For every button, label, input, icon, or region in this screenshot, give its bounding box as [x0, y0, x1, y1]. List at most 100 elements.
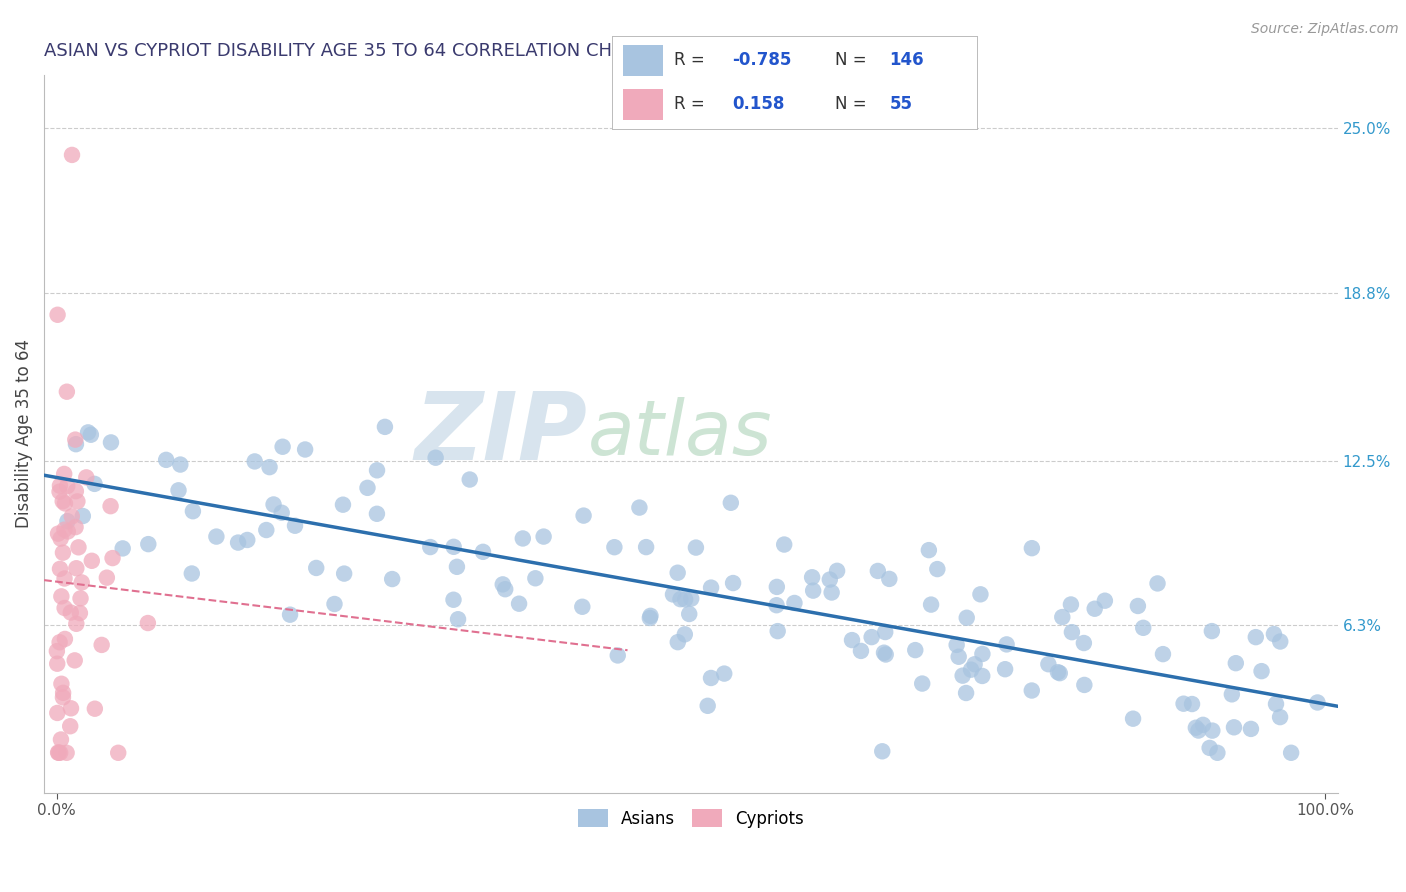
- Bar: [623, 89, 662, 120]
- Point: [65, 484, 87, 499]
- Point: [167, 483, 190, 498]
- Point: [254, 523, 277, 537]
- Point: [443, 540, 465, 554]
- Point: [259, 460, 281, 475]
- Point: [713, 666, 735, 681]
- Point: [955, 686, 977, 700]
- Point: [69, 606, 91, 620]
- Point: [1021, 683, 1043, 698]
- Point: [181, 504, 204, 518]
- Point: [945, 638, 967, 652]
- Point: [55, 746, 77, 760]
- Text: atlas: atlas: [588, 397, 772, 471]
- Point: [1152, 647, 1174, 661]
- Point: [60, 701, 83, 715]
- Point: [46, 746, 69, 760]
- Point: [425, 450, 447, 465]
- Point: [571, 599, 593, 614]
- Point: [879, 572, 901, 586]
- Point: [67, 541, 90, 555]
- Point: [1240, 722, 1263, 736]
- Point: [849, 644, 872, 658]
- Point: [866, 564, 889, 578]
- Point: [972, 647, 994, 661]
- Point: [766, 624, 789, 639]
- Point: [48, 635, 70, 649]
- Point: [49, 479, 72, 493]
- Point: [1173, 697, 1195, 711]
- Point: [685, 541, 707, 555]
- Point: [107, 746, 129, 760]
- Point: [1206, 746, 1229, 760]
- Point: [1181, 697, 1204, 711]
- Point: [48, 746, 70, 760]
- Text: N =: N =: [835, 51, 866, 69]
- Point: [700, 581, 723, 595]
- Point: [875, 625, 897, 640]
- Point: [226, 535, 249, 549]
- Text: R =: R =: [673, 51, 704, 69]
- Point: [56, 479, 79, 493]
- Point: [65, 561, 87, 575]
- Point: [53, 572, 76, 586]
- Point: [447, 612, 470, 626]
- Point: [53, 523, 76, 537]
- Point: [1198, 740, 1220, 755]
- Point: [669, 592, 692, 607]
- Point: [512, 532, 534, 546]
- Point: [155, 453, 177, 467]
- Point: [1268, 710, 1291, 724]
- Point: [825, 564, 848, 578]
- Point: [51, 677, 73, 691]
- Point: [169, 458, 191, 472]
- Point: [1021, 541, 1043, 556]
- Point: [52, 690, 75, 705]
- Point: [920, 598, 942, 612]
- Point: [374, 420, 396, 434]
- Point: [49, 532, 72, 546]
- Point: [60, 148, 83, 162]
- Point: [1185, 721, 1208, 735]
- Point: [773, 537, 796, 551]
- Point: [666, 635, 689, 649]
- Point: [205, 530, 228, 544]
- Point: [1265, 697, 1288, 711]
- Point: [801, 583, 824, 598]
- Point: [875, 648, 897, 662]
- Point: [492, 577, 515, 591]
- Point: [640, 608, 662, 623]
- Point: [305, 561, 328, 575]
- Point: [1263, 627, 1285, 641]
- Point: [136, 615, 159, 630]
- Point: [841, 633, 863, 648]
- Point: [1052, 610, 1074, 624]
- Point: [69, 591, 91, 606]
- Point: [284, 518, 307, 533]
- Y-axis label: Disability Age 35 to 64: Disability Age 35 to 64: [15, 340, 32, 528]
- Point: [603, 540, 626, 554]
- Point: [1049, 666, 1071, 681]
- Text: ZIP: ZIP: [415, 388, 588, 480]
- Point: [1270, 634, 1292, 648]
- Point: [873, 646, 896, 660]
- Point: [56, 384, 79, 399]
- Point: [820, 585, 842, 599]
- Point: [860, 630, 883, 644]
- Point: [136, 537, 159, 551]
- Point: [77, 425, 100, 440]
- Point: [1146, 576, 1168, 591]
- Text: N =: N =: [835, 95, 866, 113]
- Point: [51, 590, 73, 604]
- Point: [1094, 593, 1116, 607]
- Point: [80, 427, 103, 442]
- Point: [994, 662, 1017, 676]
- Point: [333, 566, 356, 581]
- Point: [1225, 656, 1247, 670]
- Point: [366, 463, 388, 477]
- Point: [45, 644, 67, 658]
- Point: [673, 592, 696, 607]
- Point: [572, 508, 595, 523]
- Point: [956, 611, 979, 625]
- Point: [1060, 598, 1083, 612]
- Point: [1038, 657, 1060, 672]
